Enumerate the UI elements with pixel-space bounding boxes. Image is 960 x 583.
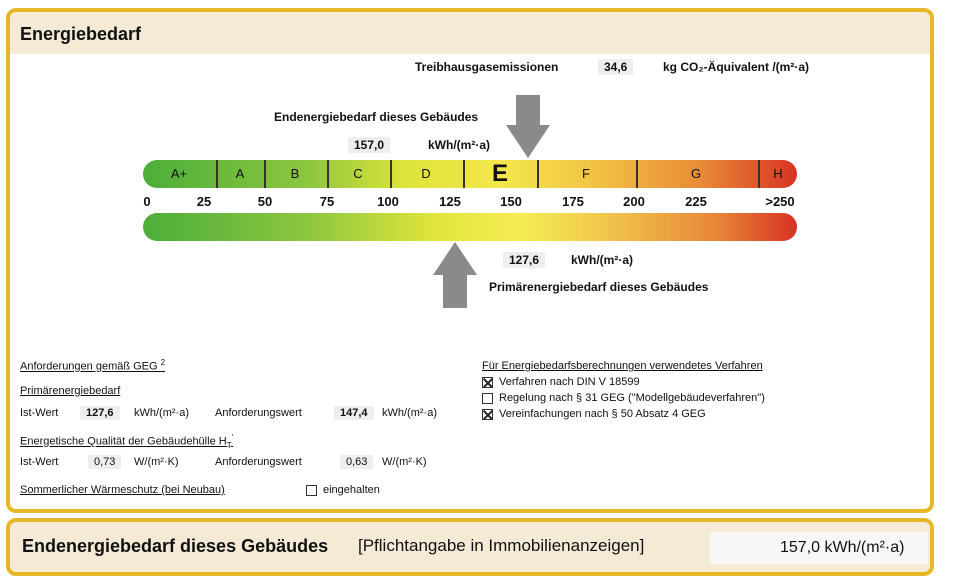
primary-requirement-title: Primärenergiebedarf bbox=[20, 385, 121, 397]
class-label: G bbox=[690, 166, 702, 181]
class-label: C bbox=[353, 166, 363, 181]
scale-tick: >250 bbox=[765, 194, 795, 209]
methods-title: Für Energiebedarfsberechnungen verwendet… bbox=[482, 360, 763, 372]
method-item[interactable]: Regelung nach § 31 GEG ("Modellgebäudeve… bbox=[482, 392, 765, 404]
scale-tick: 225 bbox=[685, 194, 707, 209]
unit: W/(m²·K) bbox=[382, 456, 427, 468]
class-label: H bbox=[773, 166, 783, 181]
class-label: B bbox=[290, 166, 300, 181]
emissions-value: 34,6 bbox=[598, 59, 634, 75]
panel-title: Energiebedarf bbox=[20, 24, 142, 44]
ist-label: Ist-Wert bbox=[20, 456, 59, 468]
footer-value: 157,0 kWh/(m²·a) bbox=[710, 532, 928, 564]
footer-note: [Pflichtangabe in Immobilienanzeigen] bbox=[358, 536, 645, 555]
primary-energy-unit: kWh/(m²·a) bbox=[571, 253, 633, 267]
scale-tick: 200 bbox=[623, 194, 645, 209]
requirements-title: Anforderungen gemäß GEG 2 bbox=[20, 358, 166, 373]
checked-box-icon bbox=[482, 408, 493, 420]
method-label: Vereinfachungen nach § 50 Absatz 4 GEG bbox=[499, 408, 706, 420]
end-energy-label: Endenergiebedarf dieses Gebäudes bbox=[274, 110, 479, 124]
primary-ist-value: 127,6 bbox=[80, 406, 120, 420]
class-label: A bbox=[235, 166, 245, 181]
scale-tick: 100 bbox=[377, 194, 399, 209]
unit: kWh/(m²·a) bbox=[382, 407, 437, 419]
scale-tick: 0 bbox=[143, 194, 151, 209]
class-label: D bbox=[421, 166, 431, 181]
summer-protection-checkbox[interactable]: eingehalten bbox=[306, 484, 380, 496]
emissions-label: Treibhausgasemissionen bbox=[415, 60, 559, 74]
envelope-ist-value: 0,73 bbox=[88, 455, 122, 469]
scale-tick: 150 bbox=[500, 194, 522, 209]
scale-tick: 125 bbox=[439, 194, 461, 209]
checkbox-icon bbox=[306, 484, 317, 496]
method-label: Regelung nach § 31 GEG ("Modellgebäudeve… bbox=[499, 392, 765, 404]
primary-energy-scale bbox=[143, 213, 797, 241]
unit: kWh/(m²·a) bbox=[134, 407, 189, 419]
checkbox-icon bbox=[482, 392, 493, 404]
primary-req-value: 147,4 bbox=[334, 406, 374, 420]
summer-protection-title: Sommerlicher Wärmeschutz (bei Neubau) bbox=[20, 484, 225, 496]
req-label: Anforderungswert bbox=[215, 456, 302, 468]
emissions-unit: kg CO₂-Äquivalent /(m²·a) bbox=[663, 60, 810, 74]
end-energy-value: 157,0 bbox=[348, 137, 391, 153]
envelope-title: Energetische Qualität der Gebäudehülle H… bbox=[20, 433, 234, 450]
scale-tick: 75 bbox=[319, 194, 335, 209]
scale-tick: 50 bbox=[257, 194, 273, 209]
panel-header: Energiebedarf bbox=[10, 12, 930, 54]
scale-tick: 25 bbox=[196, 194, 212, 209]
end-energy-unit: kWh/(m²·a) bbox=[428, 138, 490, 152]
unit: W/(m²·K) bbox=[134, 456, 179, 468]
class-label: A+ bbox=[170, 166, 188, 181]
energy-class-scale: A+ A B C D E F G H bbox=[143, 160, 797, 188]
scale-tick: 175 bbox=[562, 194, 584, 209]
energy-demand-panel: Energiebedarf bbox=[6, 8, 934, 513]
method-item[interactable]: Vereinfachungen nach § 50 Absatz 4 GEG bbox=[482, 408, 706, 420]
footer-title: Endenergiebedarf dieses Gebäudes bbox=[22, 536, 329, 556]
current-class-label: E bbox=[491, 160, 509, 187]
req-label: Anforderungswert bbox=[215, 407, 302, 419]
method-item[interactable]: Verfahren nach DIN V 18599 bbox=[482, 376, 640, 388]
method-label: Verfahren nach DIN V 18599 bbox=[499, 376, 640, 388]
checkbox-label: eingehalten bbox=[323, 484, 380, 496]
envelope-req-value: 0,63 bbox=[340, 455, 374, 469]
summary-footer: Endenergiebedarf dieses Gebäudes [Pflich… bbox=[6, 518, 934, 576]
class-label: F bbox=[582, 166, 590, 181]
checked-box-icon bbox=[482, 376, 493, 388]
ist-label: Ist-Wert bbox=[20, 407, 59, 419]
primary-energy-value: 127,6 bbox=[503, 252, 546, 268]
primary-energy-label: Primärenergiebedarf dieses Gebäudes bbox=[489, 280, 709, 294]
